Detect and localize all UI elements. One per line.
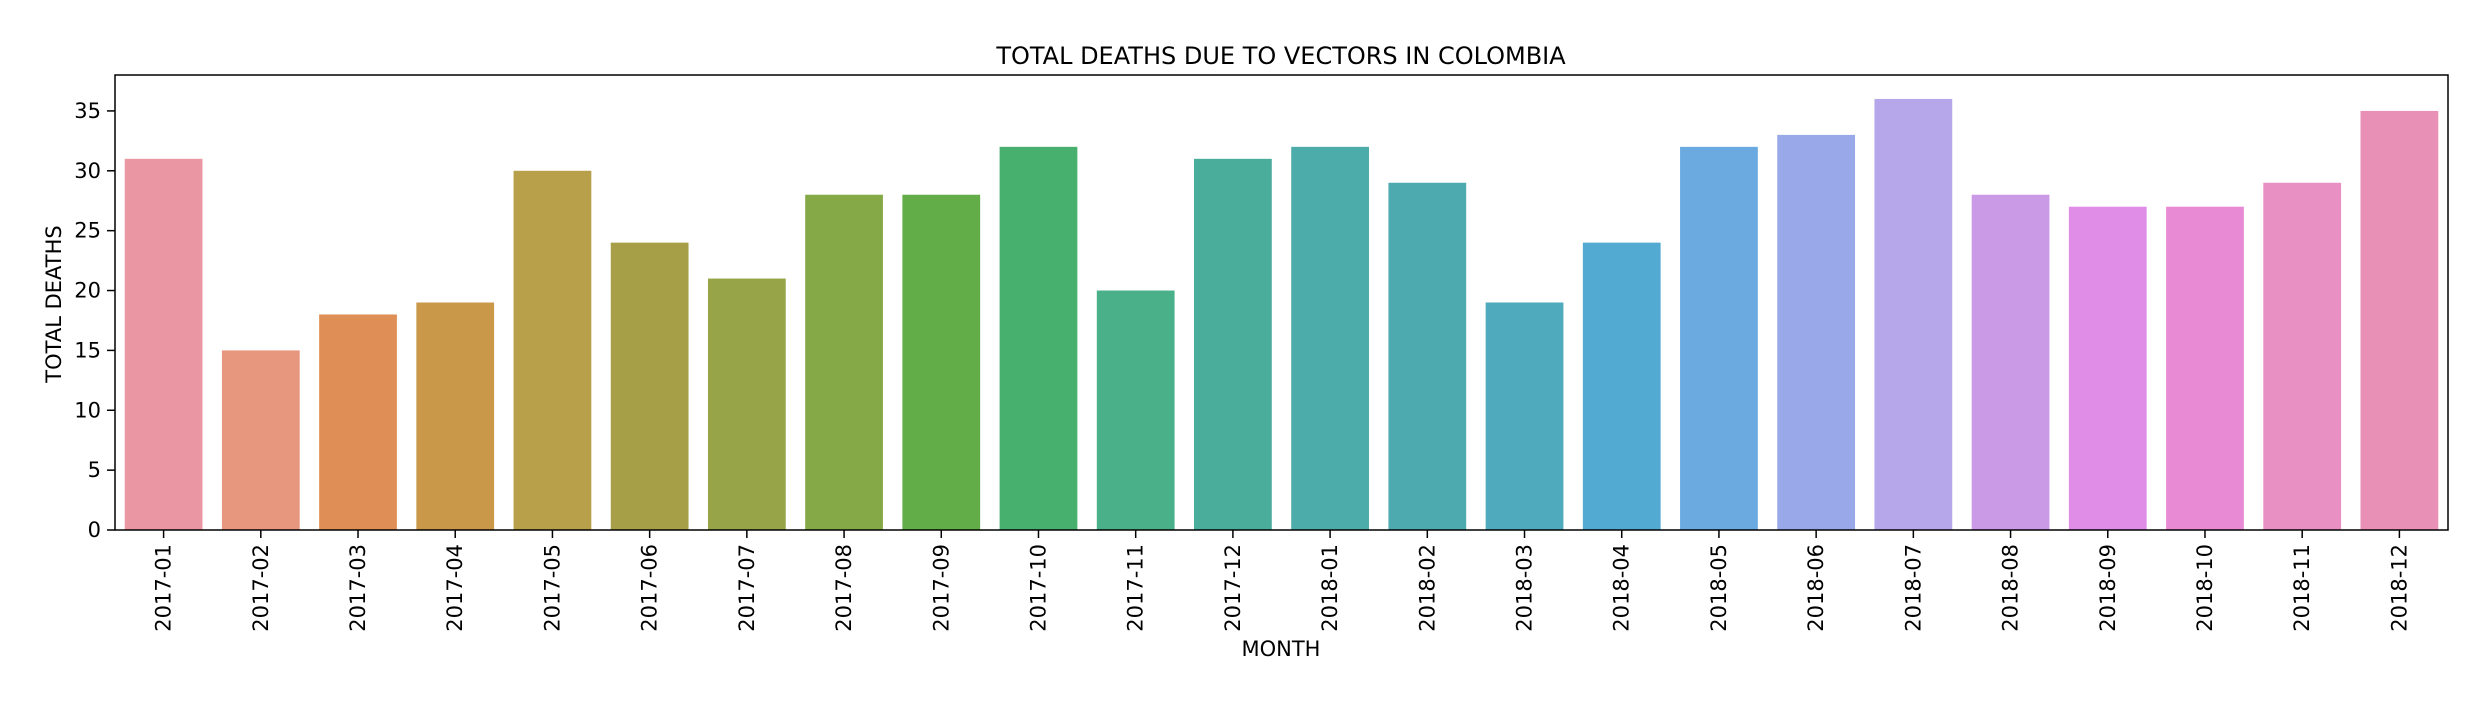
x-tick-label-2017-03: 2017-03 [346, 544, 370, 632]
x-tick-label-2018-08: 2018-08 [1999, 544, 2023, 632]
y-tick-label: 15 [74, 338, 101, 362]
x-tick-label-2018-12: 2018-12 [2387, 544, 2411, 632]
x-tick-label-2017-08: 2017-08 [832, 544, 856, 632]
y-tick-label: 0 [88, 518, 101, 542]
bar-2017-12 [1194, 158, 1272, 530]
axes-frame [114, 74, 2449, 531]
x-tick-label-2017-12: 2017-12 [1221, 544, 1245, 632]
x-tick-label-2017-09: 2017-09 [929, 544, 953, 632]
x-tick-label-2018-09: 2018-09 [2096, 544, 2120, 632]
bar-2018-11 [2263, 182, 2342, 530]
bar-2017-06 [610, 242, 689, 530]
x-axis-label: MONTH [1242, 637, 1321, 661]
bar-2018-07 [1874, 98, 1953, 531]
bar-2018-03 [1485, 302, 1564, 530]
x-tick-label-2017-10: 2017-10 [1026, 544, 1050, 632]
x-tick-label-2018-03: 2018-03 [1513, 544, 1537, 632]
x-tick-label-2018-02: 2018-02 [1415, 544, 1439, 632]
x-tick-label-2018-06: 2018-06 [1804, 544, 1828, 632]
x-tick-label-2018-11: 2018-11 [2290, 544, 2314, 632]
bar-2018-05 [1680, 146, 1758, 530]
y-tick-label: 25 [74, 219, 101, 243]
x-tick-label-2018-05: 2018-05 [1707, 544, 1731, 632]
bar-2017-09 [902, 194, 981, 530]
x-tick-label-2017-02: 2017-02 [249, 544, 273, 632]
x-tick-label-2017-05: 2017-05 [540, 544, 564, 632]
y-tick-label: 30 [74, 159, 101, 183]
bar-2017-07 [707, 278, 786, 530]
y-axis-ticks: 0 5 10 15 20 25 30 35 [74, 99, 115, 542]
bar-2018-09 [2068, 206, 2147, 531]
y-tick-label: 35 [74, 99, 101, 123]
x-tick-label-2017-04: 2017-04 [443, 544, 467, 632]
x-tick-label-2017-11: 2017-11 [1124, 544, 1148, 632]
x-tick-label-2017-06: 2017-06 [638, 544, 662, 632]
bar-2017-05 [513, 170, 592, 530]
bar-2018-02 [1388, 182, 1467, 530]
x-tick-label-2018-04: 2018-04 [1610, 544, 1634, 632]
bar-2017-08 [805, 194, 883, 530]
bar-2017-10 [999, 146, 1078, 530]
y-tick-label: 10 [74, 398, 101, 422]
y-axis-label: TOTAL DEATHS [42, 225, 66, 383]
bar-2018-10 [2166, 206, 2244, 531]
x-tick-label-2018-07: 2018-07 [1901, 544, 1925, 632]
bar-2018-01 [1291, 146, 1369, 530]
bars-group [124, 98, 2439, 531]
x-axis-ticks: 2017-01 2017-02 2017-03 2017-04 2017-05 2017-… [152, 530, 2411, 632]
bar-2018-08 [1971, 194, 2050, 530]
bar-2017-02 [221, 350, 300, 530]
bar-2017-11 [1096, 290, 1175, 530]
bar-2017-01 [124, 158, 203, 530]
x-tick-label-2018-10: 2018-10 [2193, 544, 2217, 632]
bar-2018-12 [2360, 110, 2439, 530]
bar-2018-06 [1777, 134, 1856, 531]
chart-title: TOTAL DEATHS DUE TO VECTORS IN COLOMBIA [995, 42, 1566, 70]
x-tick-label-2017-01: 2017-01 [152, 544, 176, 632]
bar-2018-04 [1582, 242, 1661, 530]
bar-2017-04 [416, 302, 495, 530]
y-tick-label: 5 [88, 458, 101, 482]
x-tick-label-2018-01: 2018-01 [1318, 544, 1342, 632]
bar-2017-03 [319, 314, 397, 530]
x-tick-label-2017-07: 2017-07 [735, 544, 759, 632]
y-tick-label: 20 [74, 279, 101, 303]
